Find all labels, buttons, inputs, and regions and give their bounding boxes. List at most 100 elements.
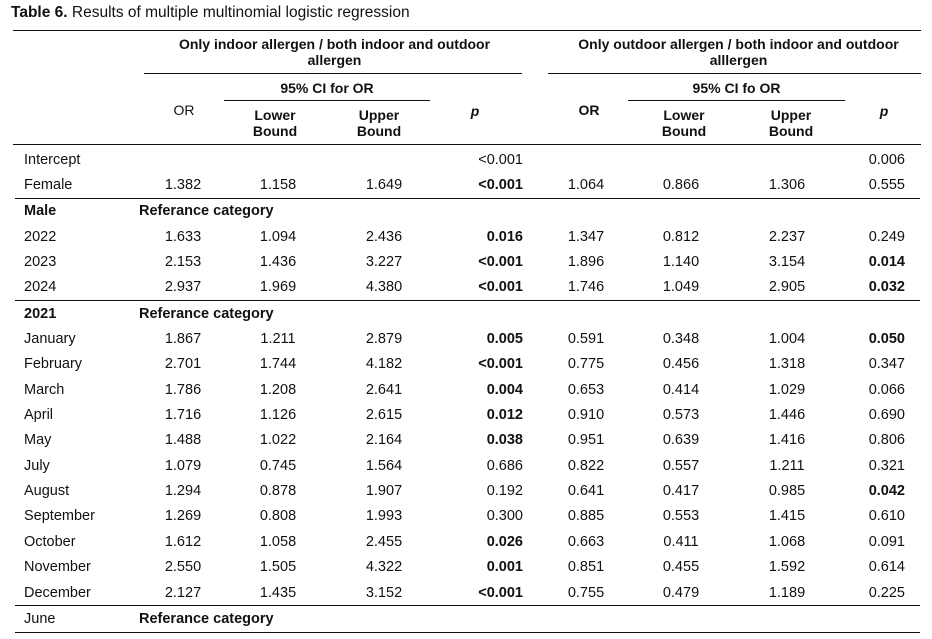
group1-upper-cell: 1.649 <box>365 177 403 194</box>
group2-or-cell: 1.064 <box>567 177 605 194</box>
group1-or-header: OR <box>173 102 195 118</box>
row-label: January <box>24 331 76 348</box>
group2-or-cell: 0.851 <box>567 559 605 576</box>
group2-lower-cell: 0.456 <box>662 356 700 373</box>
group2-lower-cell: 0.812 <box>662 228 700 245</box>
group2-heading-rule <box>548 73 921 74</box>
group2-or-cell: 0.591 <box>567 331 605 348</box>
group2-lower-cell: 0.553 <box>662 508 700 525</box>
group2-upper-cell: 1.318 <box>768 356 806 373</box>
reference-category: Referance category <box>139 300 920 327</box>
row-label: October <box>24 533 76 550</box>
table-row: Intercept <0.001 0.006 <box>15 147 920 172</box>
header-bottom-rule <box>13 144 921 145</box>
table-row: January 1.867 1.211 2.879 0.005 0.591 0.348 1.0… <box>15 326 920 351</box>
group2-p-header: p <box>879 103 889 119</box>
group1-lower-header: Lower Bound <box>252 107 298 139</box>
group2-p-cell: 0.614 <box>868 559 905 576</box>
row-label: 2022 <box>24 228 57 245</box>
group2-lower-cell: 0.417 <box>662 483 700 500</box>
reference-category: Referance category <box>139 605 920 633</box>
group1-or-cell: 1.633 <box>164 228 202 245</box>
group2-or-cell: 0.641 <box>567 483 605 500</box>
group1-p-cell: <0.001 <box>478 254 523 271</box>
group1-or-cell <box>139 147 227 172</box>
table-row: July 1.079 0.745 1.564 0.686 0.822 0.557 1.211 0… <box>15 453 920 478</box>
group2-p-cell: 0.225 <box>868 584 905 601</box>
group2-lower-cell: 0.411 <box>663 533 699 550</box>
row-label: July <box>24 457 50 474</box>
group1-p-cell: <0.001 <box>478 177 523 194</box>
group1-or-cell: 1.716 <box>164 407 202 424</box>
group1-p-cell: 0.192 <box>486 483 523 500</box>
table-row: 2024 2.937 1.969 4.380 <0.001 1.746 1.049 2.905… <box>15 275 920 301</box>
group2-ci-heading: 95% CI fo OR <box>692 80 781 96</box>
row-label: 2024 <box>24 279 57 296</box>
group1-lower-cell: 1.211 <box>260 331 296 348</box>
group1-lower-cell: 1.208 <box>259 381 297 398</box>
table-row: Female 1.382 1.158 1.649 <0.001 1.064 0.866 1.3… <box>15 172 920 198</box>
group2-or-cell <box>539 147 633 172</box>
group2-upper-cell: 1.029 <box>768 381 806 398</box>
group1-upper-cell <box>329 147 439 172</box>
group2-lower-cell: 0.479 <box>662 584 700 601</box>
group1-heading-rule <box>144 73 522 74</box>
group2-upper-cell: 1.592 <box>768 559 806 576</box>
table-row: 2021 Referance category <box>15 300 920 327</box>
group1-lower-cell: 1.158 <box>259 177 297 194</box>
group2-p-cell: 0.091 <box>868 533 905 550</box>
group2-or-cell: 0.951 <box>567 432 605 449</box>
group2-upper-header: Upper Bound <box>768 107 814 139</box>
group1-lower-cell <box>227 147 329 172</box>
table-row: Male Referance category <box>15 197 920 225</box>
group1-p-cell: 0.038 <box>486 432 523 449</box>
group2-or-cell: 0.755 <box>567 584 605 601</box>
group2-or-cell: 0.910 <box>567 407 605 424</box>
table-caption: Results of multiple multinomial logistic… <box>67 4 410 21</box>
group2-lower-cell: 0.557 <box>662 457 700 474</box>
table-row: June Referance category <box>15 605 920 633</box>
group2-p-cell: 0.347 <box>868 356 905 373</box>
group2-p-cell: 0.249 <box>868 228 905 245</box>
group1-p-cell: 0.026 <box>486 533 523 550</box>
group1-or-cell: 1.079 <box>164 457 202 474</box>
group2-upper-cell: 1.415 <box>768 508 806 525</box>
group1-p-cell: 0.004 <box>486 381 523 398</box>
group2-upper-cell: 1.068 <box>768 533 806 550</box>
group2-or-cell: 0.822 <box>567 457 605 474</box>
group2-lower-cell: 0.573 <box>662 407 700 424</box>
group1-p-cell: <0.001 <box>478 279 523 296</box>
group2-ci-rule <box>628 100 845 101</box>
group1-p-cell: 0.016 <box>486 228 523 245</box>
row-label: June <box>15 605 139 633</box>
group1-upper-cell: 3.152 <box>365 584 403 601</box>
group1-upper-cell: 2.455 <box>365 533 403 550</box>
group2-p-cell: 0.014 <box>868 254 905 271</box>
group2-heading: Only outdoor allergen / both indoor and … <box>578 36 899 68</box>
group1-upper-cell: 4.182 <box>365 356 403 373</box>
group2-p-cell: 0.050 <box>868 331 905 348</box>
group2-p-cell: 0.321 <box>868 457 905 474</box>
group2-lower-cell: 1.140 <box>662 254 700 271</box>
group1-or-cell: 1.294 <box>164 483 202 500</box>
group1-ci-rule <box>224 100 430 101</box>
group2-p-cell: 0.806 <box>868 432 905 449</box>
group2-upper-cell: 2.905 <box>768 279 806 296</box>
group2-upper-cell: 1.306 <box>768 177 806 194</box>
group1-lower-cell: 0.808 <box>259 508 297 525</box>
group2-or-cell: 1.896 <box>567 254 605 271</box>
results-table: Intercept <0.001 0.006 Female 1.382 1.158 1.64… <box>15 147 920 633</box>
row-label: September <box>24 508 95 525</box>
group2-upper-cell: 3.154 <box>768 254 806 271</box>
group1-upper-cell: 1.907 <box>365 483 403 500</box>
row-label: December <box>24 584 91 601</box>
group2-p-cell: 0.066 <box>868 381 905 398</box>
group2-or-cell: 0.663 <box>567 533 605 550</box>
group2-upper-cell: 1.189 <box>768 584 806 601</box>
group1-or-cell: 1.612 <box>164 533 202 550</box>
group2-p-cell: 0.032 <box>868 279 905 296</box>
group2-upper-cell: 2.237 <box>768 228 806 245</box>
group1-or-cell: 2.127 <box>164 584 202 601</box>
group1-lower-cell: 1.058 <box>259 533 297 550</box>
group2-or-cell: 1.347 <box>567 228 605 245</box>
